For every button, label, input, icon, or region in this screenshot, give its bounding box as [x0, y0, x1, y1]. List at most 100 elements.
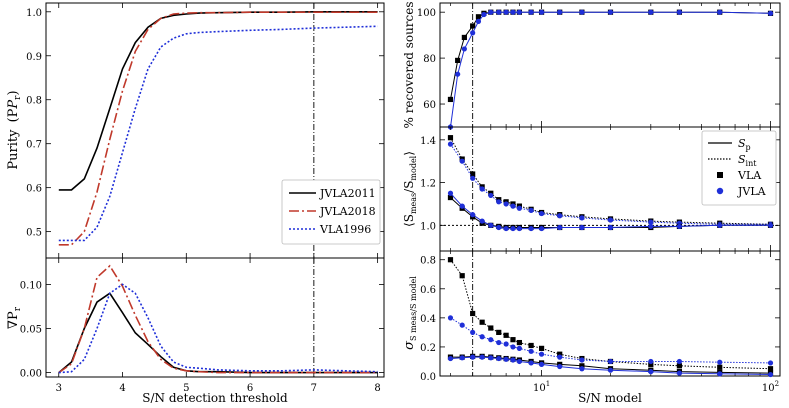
- data-point-jvla: [470, 354, 476, 360]
- legend-label-jvla2018: JVLA2018: [319, 205, 376, 218]
- y-tick-label: 0.4: [420, 314, 436, 325]
- data-point-jvla: [538, 210, 545, 217]
- data-point-vla: [579, 363, 585, 369]
- data-point-jvla: [579, 215, 585, 221]
- y-tick-label: 0.6: [420, 285, 436, 296]
- y-tick-label: 100: [417, 8, 436, 19]
- data-point-jvla: [676, 9, 683, 15]
- ratio-legend: Sp Sint VLA JVLA: [701, 130, 777, 206]
- x-tick-label: 8: [374, 383, 380, 394]
- data-point-vla: [459, 273, 465, 279]
- data-point-jvla: [479, 186, 485, 192]
- series-line-vla1996: [58, 283, 378, 374]
- data-point-jvla: [516, 9, 522, 15]
- y-tick-label: 0.6: [26, 184, 42, 195]
- sigma-x-label: S/N model: [578, 391, 642, 405]
- data-point-jvla: [459, 203, 465, 209]
- data-point-jvla: [607, 9, 614, 15]
- data-point-jvla: [767, 222, 774, 228]
- y-tick-label: 0.8: [26, 96, 42, 107]
- data-point-jvla: [676, 370, 683, 376]
- data-point-jvla: [579, 357, 585, 363]
- data-point-jvla: [528, 207, 534, 213]
- y-tick-label: 1.0: [420, 221, 436, 232]
- data-point-vla: [717, 364, 723, 370]
- data-point-vla: [496, 329, 502, 335]
- data-point-jvla: [516, 358, 522, 365]
- data-point-vla: [510, 337, 516, 343]
- ratio-panel: 1.0 1.2 1.4 ⟨Smeas/Smodel⟩ Sp Sint VLA JVL…: [402, 126, 781, 252]
- data-point-jvla: [481, 11, 487, 18]
- data-point-jvla: [470, 30, 476, 36]
- data-point-jvla: [767, 360, 774, 366]
- data-point-vla: [470, 23, 476, 29]
- data-point-jvla: [503, 201, 509, 207]
- data-point-jvla: [557, 9, 563, 15]
- data-point-jvla: [676, 223, 683, 230]
- data-point-jvla: [557, 213, 563, 219]
- data-point-jvla: [528, 348, 534, 354]
- data-point-jvla: [557, 224, 563, 231]
- data-point-jvla: [447, 315, 454, 321]
- data-point-jvla: [516, 345, 522, 351]
- legend-label-sint: Sint: [738, 153, 757, 168]
- y-tick-label: 0.2: [420, 343, 436, 354]
- data-point-vla: [767, 366, 774, 372]
- data-point-vla: [528, 342, 534, 349]
- data-point-jvla: [510, 225, 516, 232]
- data-point-jvla: [579, 366, 585, 372]
- data-point-vla: [475, 14, 482, 20]
- sigma-y-label: σS meas/S model: [402, 276, 418, 350]
- data-point-jvla: [496, 355, 502, 362]
- data-point-jvla: [488, 9, 494, 15]
- purity-y-label: Purity (PPr): [6, 90, 23, 169]
- data-point-jvla: [510, 203, 516, 209]
- y-tick-label: 1.4: [420, 136, 436, 147]
- x-tick-label: 102: [762, 380, 779, 394]
- data-point-jvla: [496, 224, 502, 231]
- data-point-jvla: [510, 9, 516, 15]
- data-point-jvla: [717, 222, 723, 228]
- data-point-jvla: [538, 225, 545, 232]
- ratio-y-label: ⟨Smeas/Smodel⟩: [402, 151, 418, 227]
- data-point-vla: [470, 171, 476, 177]
- series-line-vla1996: [58, 25, 378, 242]
- data-point-vla: [516, 339, 522, 346]
- legend-label-vla: VLA: [737, 169, 762, 182]
- data-point-jvla: [447, 141, 454, 147]
- data-point-jvla: [496, 199, 502, 205]
- legend-label-jvla: JVLA: [737, 185, 767, 198]
- data-point-vla: [488, 325, 494, 331]
- purity-legend: JVLA2011 JVLA2018 VLA1996: [281, 179, 381, 245]
- data-point-jvla: [607, 217, 614, 223]
- legend-marker-jvla: [716, 187, 724, 195]
- data-point-jvla: [538, 351, 545, 357]
- data-point-jvla: [528, 225, 534, 232]
- sigma-panel: 0.0 0.2 0.4 0.6 0.8 101 102 σS meas/S model S…: [402, 250, 781, 405]
- data-point-jvla: [528, 9, 534, 15]
- data-point-jvla: [579, 224, 585, 231]
- data-point-jvla: [475, 18, 482, 24]
- data-point-vla: [447, 194, 454, 201]
- data-point-vla: [461, 34, 467, 41]
- data-point-jvla: [488, 355, 494, 361]
- data-point-jvla: [503, 225, 509, 232]
- legend-marker-vla: [717, 172, 723, 178]
- data-point-vla: [676, 363, 683, 369]
- x-tick-label: 6: [247, 383, 253, 394]
- y-tick-label: 0.0: [420, 372, 436, 383]
- y-tick-label: 0.8: [420, 256, 436, 267]
- series-line-jvla2018: [58, 264, 378, 374]
- data-point-jvla: [470, 175, 476, 181]
- data-point-vla: [538, 345, 545, 351]
- gradient-x-label: S/N detection threshold: [142, 391, 288, 405]
- data-point-jvla: [461, 46, 467, 52]
- data-point-jvla: [538, 361, 545, 367]
- data-point-jvla: [648, 223, 654, 230]
- gradient-y-label: ∇Pr: [6, 306, 23, 329]
- series-line-jvla-s-int: [450, 143, 771, 225]
- data-point-jvla: [470, 212, 476, 218]
- data-point-jvla: [717, 359, 723, 365]
- data-point-jvla: [648, 369, 654, 375]
